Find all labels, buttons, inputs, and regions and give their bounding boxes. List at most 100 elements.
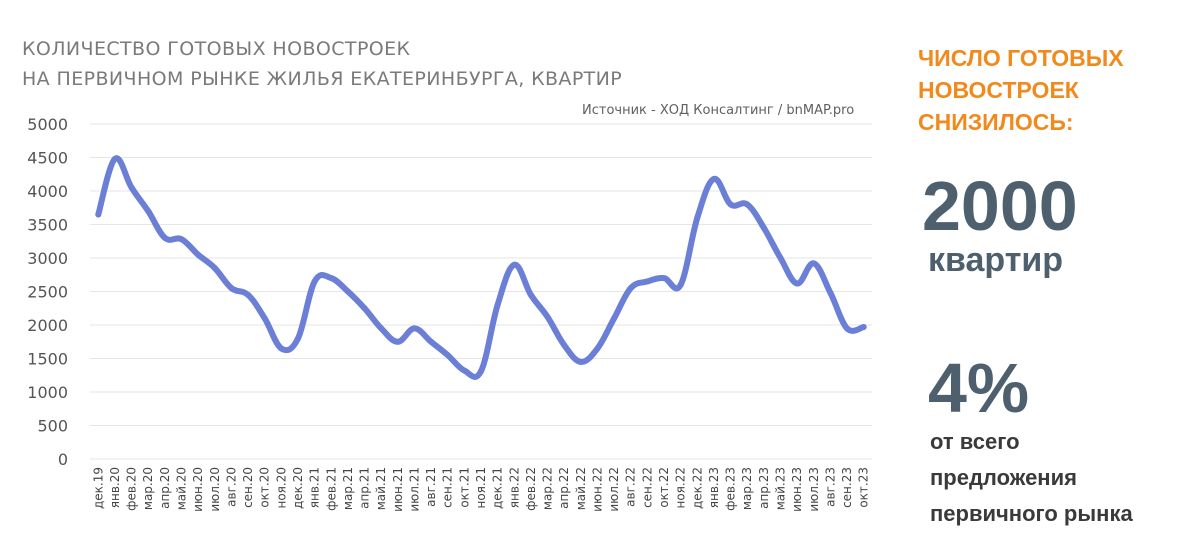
summary-heading-line2: НОВОСТРОЕК [918, 77, 1079, 103]
summary-unit-apartments: квартир [928, 241, 1064, 279]
data-point [760, 224, 767, 231]
x-axis-ticks: дек.19 янв.20 фев.20 мар.20 апр.20 май.20 июн.… [91, 467, 870, 512]
data-point [178, 236, 185, 243]
x-tick-label: фев.20 [125, 467, 139, 511]
y-tick-label: 1000 [27, 383, 68, 402]
x-tick-label: авг.21 [424, 467, 438, 507]
x-tick-label: мар.21 [341, 467, 355, 510]
line-chart: 5000450040003500300025002000150010005000… [27, 115, 872, 512]
summary-heading-line3: СНИЗИЛОСЬ: [918, 109, 1074, 135]
x-tick-label: дек.22 [690, 467, 704, 509]
x-tick-label: фев.22 [524, 467, 538, 511]
data-point [228, 285, 235, 292]
series-points [95, 155, 867, 375]
data-point [411, 325, 418, 332]
y-tick-label: 2500 [27, 283, 68, 302]
x-tick-label: окт.23 [857, 467, 871, 508]
data-point [727, 201, 734, 208]
x-tick-label: ноя.20 [274, 467, 288, 509]
data-point [527, 291, 534, 298]
data-point [594, 345, 601, 352]
x-tick-label: авг.20 [224, 467, 238, 507]
data-point [511, 261, 518, 268]
data-point [710, 175, 717, 182]
y-tick-label: 4500 [27, 149, 68, 168]
data-point [444, 352, 451, 359]
summary-unit-percent: от всего предложения первичного рынка [930, 429, 1133, 526]
data-point [145, 208, 152, 215]
x-tick-label: сен.22 [640, 467, 654, 508]
data-point [128, 184, 135, 191]
x-tick-label: мар.20 [141, 467, 155, 510]
x-tick-label: окт.22 [657, 467, 671, 508]
y-tick-label: 3500 [27, 216, 68, 235]
x-tick-label: июл.20 [208, 467, 222, 512]
data-point [344, 288, 351, 295]
chart-source: Источник - ХОД Консалтинг / bnMAP.pro [582, 103, 855, 118]
chart-title: КОЛИЧЕСТВО ГОТОВЫХ НОВОСТРОЕК НА ПЕРВИЧН… [22, 34, 622, 94]
x-tick-label: янв.21 [308, 467, 322, 508]
summary-value-percent: 4% [928, 349, 1030, 427]
x-tick-label: сен.21 [441, 467, 455, 508]
data-point [794, 280, 801, 287]
data-point [461, 367, 468, 374]
data-point [844, 325, 851, 332]
x-tick-label: апр.21 [358, 467, 372, 509]
data-point [311, 278, 318, 285]
x-tick-label: июл.22 [607, 467, 621, 512]
x-tick-label: апр.20 [158, 467, 172, 509]
data-point [294, 335, 301, 342]
data-point [544, 313, 551, 320]
chart-title-line2: НА ПЕРВИЧНОМ РЫНКЕ ЖИЛЬЯ ЕКАТЕРИНБУРГА, … [22, 68, 623, 90]
x-tick-label: дек.21 [491, 467, 505, 509]
x-tick-label: фев.23 [724, 467, 738, 511]
x-tick-label: май.20 [175, 467, 189, 510]
x-tick-label: июн.21 [391, 467, 405, 512]
x-tick-label: апр.23 [757, 467, 771, 509]
y-tick-label: 2000 [27, 316, 68, 335]
data-point [195, 251, 202, 258]
gridlines [90, 123, 872, 460]
data-point [860, 324, 867, 331]
x-tick-label: дек.19 [91, 467, 105, 509]
x-tick-label: ноя.22 [674, 467, 688, 509]
y-tick-label: 1500 [27, 350, 68, 369]
data-point [577, 358, 584, 365]
x-tick-label: мар.22 [541, 467, 555, 510]
x-tick-label: окт.21 [457, 467, 471, 508]
data-point [328, 275, 335, 282]
data-point [278, 345, 285, 352]
y-tick-label: 3000 [27, 249, 68, 268]
data-point [211, 265, 218, 272]
data-point [677, 281, 684, 288]
data-point [561, 342, 568, 349]
x-tick-label: май.22 [574, 467, 588, 510]
x-tick-label: дек.20 [291, 467, 305, 509]
x-tick-label: авг.23 [823, 467, 837, 507]
data-point [378, 325, 385, 332]
x-tick-label: янв.20 [108, 467, 122, 508]
data-point [827, 289, 834, 296]
x-tick-label: июн.20 [191, 467, 205, 512]
x-tick-label: ноя.21 [474, 467, 488, 509]
summary-heading: ЧИСЛО ГОТОВЫХ НОВОСТРОЕК СНИЗИЛОСЬ: [918, 42, 1124, 138]
x-tick-label: июл.23 [807, 467, 821, 512]
summary-heading-line1: ЧИСЛО ГОТОВЫХ [918, 45, 1124, 71]
x-tick-label: окт.20 [258, 467, 272, 508]
data-point [478, 368, 484, 375]
chart-title-line1: КОЛИЧЕСТВО ГОТОВЫХ НОВОСТРОЕК [22, 38, 411, 60]
data-point [661, 275, 668, 282]
data-point [428, 338, 435, 345]
summary-value-apartments: 2000 [922, 167, 1078, 245]
data-point [694, 214, 701, 221]
y-tick-label: 0 [58, 450, 68, 469]
x-tick-label: апр.22 [557, 467, 571, 509]
data-point [394, 338, 401, 345]
data-point [95, 211, 102, 218]
x-tick-label: янв.22 [507, 467, 521, 508]
y-tick-label: 4000 [27, 182, 68, 201]
data-point [744, 201, 751, 208]
data-point [111, 155, 118, 162]
data-point [810, 260, 817, 267]
